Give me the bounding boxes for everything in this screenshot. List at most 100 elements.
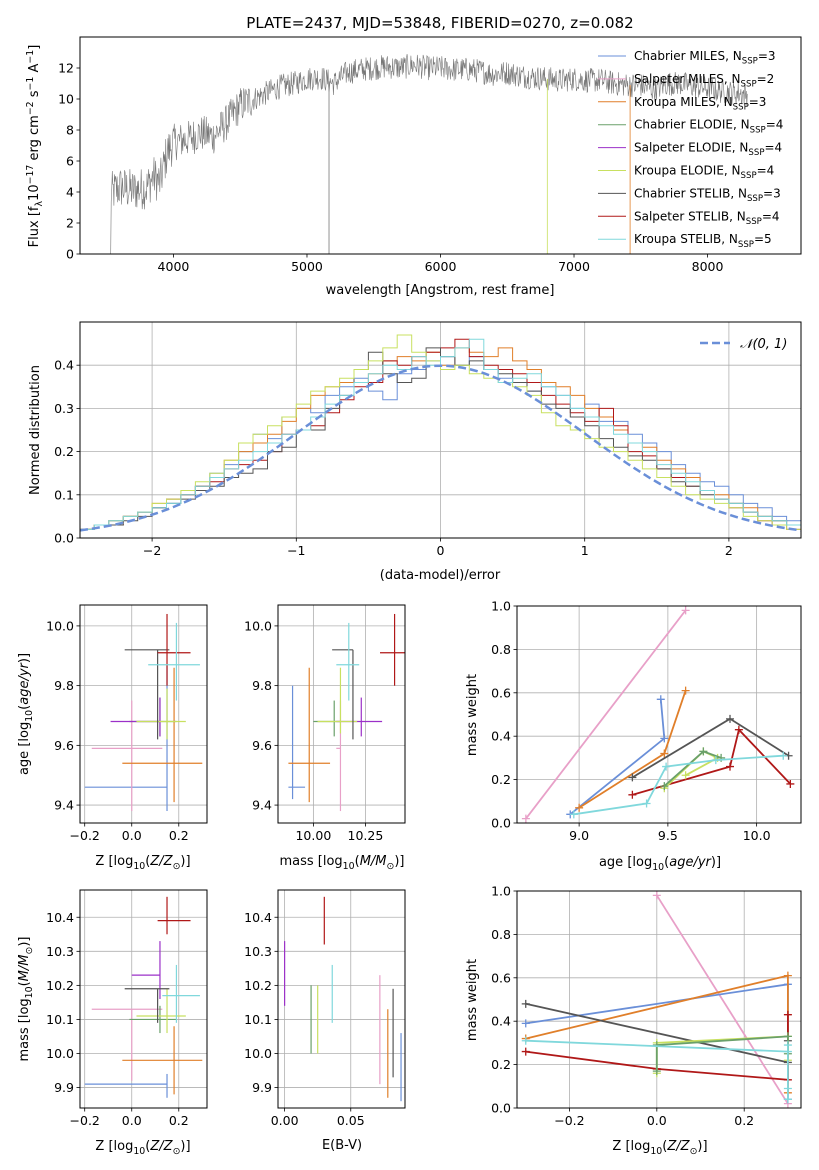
- weight_vs_age-plot-area: [521, 606, 795, 823]
- weight_vs_age-marker: [681, 771, 690, 780]
- weight_vs_age-marker: [575, 803, 584, 812]
- weight_vs_Z-xtick-label: 0.2: [734, 1113, 754, 1128]
- observed-spectrum-line: [110, 54, 748, 254]
- age_vs_Z-xtick-label: −0.2: [70, 828, 100, 843]
- weight_vs_Z-series-5: [655, 1035, 789, 1074]
- weight_vs_age-marker: [681, 606, 690, 615]
- age_vs_Z-ytick-label: 9.6: [54, 738, 74, 753]
- residuals-axes: −2 −1 0 1 2 0.0 0.1 0.2 0.3 0.4 (data-model)/error…: [28, 321, 802, 583]
- weight_vs_age-ytick-label: 0.4: [491, 729, 511, 744]
- mass_vs_ebv-ytick-label: 10.1: [244, 1012, 272, 1027]
- age_vs_mass-xtick-label: 10.25: [348, 828, 384, 843]
- spectrum-ylabel: Flux [fλ10−17 erg cm−2 s−1 A−1]: [25, 45, 45, 248]
- residuals-xtick-label: −1: [287, 543, 305, 558]
- residuals-frame: [79, 321, 802, 539]
- weight_vs_Z-marker: [652, 1041, 661, 1050]
- weight_vs_age-xtick-label: 9.0: [569, 828, 589, 843]
- weight_vs_age-marker: [779, 751, 788, 760]
- age_vs_Z-plot-area: [84, 613, 203, 812]
- weight-vs-Z-xlabel: Z [log10(Z/Z⊙)]: [612, 1139, 707, 1157]
- weight_vs_Z-marker: [652, 891, 661, 900]
- weight_vs_age-marker: [681, 686, 690, 695]
- weight_vs_Z-marker: [783, 1084, 792, 1093]
- age_vs_Z-xtick-label: 0.2: [169, 828, 189, 843]
- weight_vs_age-marker: [628, 790, 637, 799]
- spectrum-plot-area: [110, 54, 748, 254]
- residuals-xtick-label: 1: [581, 543, 589, 558]
- mass_vs_ebv-xtick-label: 0.00: [271, 1113, 299, 1128]
- weight_vs_Z-series-0: [656, 894, 789, 1105]
- weight_vs_Z-ytick-label: 0.4: [491, 1014, 511, 1029]
- spectrum-xtick-label: 6000: [425, 259, 457, 274]
- normal-distribution-curve: [80, 364, 801, 532]
- weight_vs_Z-marker: [783, 1010, 792, 1019]
- spectrum-xtick-label: 4000: [158, 259, 190, 274]
- weight_vs_age-marker: [786, 779, 795, 788]
- spectrum-ytick-label: 12: [58, 61, 74, 76]
- weight_vs_Z-xtick-label: 0.0: [647, 1113, 667, 1128]
- weight_vs_Z-xtick-label: −0.2: [554, 1113, 584, 1128]
- mass-vs-Z-xlabel: Z [log10(Z/Z⊙)]: [95, 1139, 190, 1157]
- spectrum-ytick-label: 6: [66, 154, 74, 169]
- age_vs_Z-ytick-label: 10.0: [46, 618, 74, 633]
- spectrum-ytick-label: 8: [66, 123, 74, 138]
- weight_vs_age-xtick-label: 10.0: [743, 828, 771, 843]
- mass_vs_ebv-axes: 0.00 0.05 9.9 10.0 10.1 10.2 10.3 10.4 E(B-V): [244, 889, 406, 1153]
- weight_vs_age-marker: [726, 714, 734, 723]
- weight_vs_age-marker: [660, 734, 669, 743]
- age-vs-Z-ylabel: age [log10(age/yr)]: [17, 653, 35, 775]
- mass_vs_Z-frame: [79, 889, 208, 1109]
- mass_vs_ebv-ytick-label: 9.9: [252, 1080, 272, 1095]
- legend-label-1: Salpeter MILES, NSSP=2: [634, 72, 774, 90]
- weight_vs_age-ytick-label: 0.0: [491, 816, 511, 831]
- residuals-ytick-label: 0.1: [54, 487, 74, 502]
- age-vs-Z-xlabel: Z [log10(Z/Z⊙)]: [95, 854, 190, 872]
- mass-vs-ebv-xlabel: E(B-V): [322, 1138, 362, 1153]
- age_vs_Z-ytick-label: 9.4: [54, 798, 74, 813]
- legend-label-8: Kroupa STELIB, NSSP=5: [634, 232, 772, 250]
- weight_vs_age-series-0: [525, 609, 687, 820]
- weight_vs_Z-ytick-label: 0.2: [491, 1057, 511, 1072]
- weight_vs_age-marker: [660, 782, 669, 791]
- spectrum-ytick-label: 4: [66, 185, 74, 200]
- residuals-xtick-label: 0: [437, 543, 445, 558]
- spectrum-ytick-label: 10: [58, 92, 74, 107]
- weight_vs_Z-marker: [521, 1019, 530, 1028]
- age_vs_Z-axes: −0.2 0.0 0.2 9.4 9.6 9.8 10.0 Z [log10(Z/Z⊙)] ag…: [17, 604, 208, 872]
- weight_vs_age-marker: [662, 762, 671, 771]
- mass_vs_ebv-ytick-label: 10.3: [244, 944, 272, 959]
- mass_vs_Z-ytick-label: 10.0: [46, 1046, 74, 1061]
- mass_vs_ebv-frame: [277, 889, 406, 1109]
- weight-vs-age-xlabel: age [log10(age/yr)]: [599, 855, 721, 873]
- age_vs_Z-ytick-label: 9.8: [54, 678, 74, 693]
- weight_vs_Z-marker: [652, 1067, 661, 1076]
- weight_vs_age-ytick-label: 0.2: [491, 772, 511, 787]
- age_vs_mass-xtick-label: 10.00: [295, 828, 331, 843]
- residuals-ytick-label: 0.0: [54, 531, 74, 546]
- residuals-xtick-label: 2: [725, 543, 733, 558]
- spectrum-axes: 4000 5000 6000 7000 8000 0 2 4 6 8 10 12 wavelength …: [25, 36, 802, 298]
- age_vs_mass-axes: 10.00 10.25 9.4 9.6 9.8 10.0 mass [log10(M/M⊙)…: [244, 604, 406, 872]
- spectrum-frame: [79, 36, 802, 255]
- weight_vs_Z-marker: [521, 1047, 530, 1056]
- spectrum-xtick-label: 5000: [291, 259, 323, 274]
- spectrum-ytick-label: 0: [66, 247, 74, 262]
- weight_vs_age-marker: [734, 725, 743, 734]
- age_vs_Z-xtick-label: 0.0: [122, 828, 142, 843]
- figure-title: PLATE=2437, MJD=53848, FIBERID=0270, z=0…: [246, 14, 633, 32]
- mass_vs_Z-plot-area: [84, 896, 203, 1098]
- legend-normal-label: 𝒩(0, 1): [740, 337, 787, 352]
- legend-label-7: Salpeter STELIB, NSSP=4: [634, 209, 780, 227]
- weight_vs_age-ytick-label: 1.0: [491, 599, 511, 614]
- age_vs_mass-plot-area: [288, 613, 405, 812]
- age_vs_mass-ytick-label: 9.8: [252, 678, 272, 693]
- legend-label-6: Chabrier STELIB, NSSP=3: [634, 186, 781, 204]
- weight_vs_age-marker: [642, 799, 651, 808]
- weight_vs_Z-marker: [521, 999, 530, 1008]
- mass_vs_Z-axes: −0.2 0.0 0.2 9.9 10.0 10.1 10.2 10.3 10.4 Z [log1…: [17, 889, 208, 1157]
- spectrum-ytick-label: 2: [66, 216, 74, 231]
- weight_vs_Z-marker: [783, 1041, 792, 1050]
- weight_vs_Z-marker: [783, 1095, 792, 1104]
- legend-label-4: Salpeter ELODIE, NSSP=4: [634, 141, 782, 159]
- legend-label-0: Chabrier MILES, NSSP=3: [634, 49, 776, 67]
